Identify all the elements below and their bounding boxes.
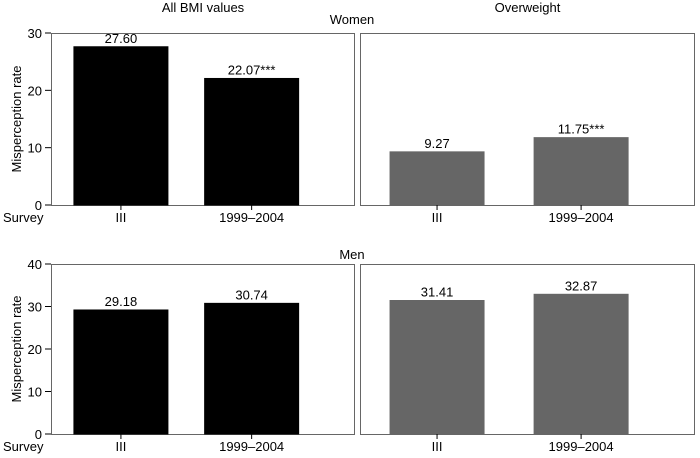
panel-frame-women-overweight [360, 33, 695, 206]
bar-women-all-bmi-0 [73, 46, 169, 206]
row-label-women: Women [330, 12, 375, 27]
bar-value-label-men-overweight-0: 31.41 [421, 285, 454, 300]
bar-men-overweight-1 [533, 293, 629, 435]
row-label-men: Men [339, 247, 364, 262]
y-tick-label-men: 40 [28, 257, 42, 272]
bar-men-all-bmi-0 [73, 309, 169, 435]
x-tick-label-women-all-bmi-1: 1999–2004 [219, 210, 284, 225]
x-tick-label-men-overweight-0: III [432, 439, 443, 454]
bar-value-label-men-overweight-1: 32.87 [565, 278, 598, 293]
column-title-all-bmi: All BMI values [162, 0, 245, 15]
bar-value-label-women-all-bmi-1: 22.07*** [228, 62, 276, 77]
x-tick-label-women-all-bmi-0: III [115, 210, 126, 225]
y-tick-label-women: 0 [35, 198, 42, 213]
bar-value-label-women-overweight-1: 11.75*** [558, 122, 605, 137]
bar-value-label-women-overweight-0: 9.27 [424, 136, 449, 151]
x-tick-label-women-overweight-0: III [432, 210, 443, 225]
y-axis-title-women: Misperception rate [9, 66, 24, 173]
x-axis-title-women: Survey [3, 210, 44, 225]
bar-value-label-women-all-bmi-0: 27.60 [105, 31, 138, 46]
x-tick-label-men-overweight-1: 1999–2004 [549, 439, 614, 454]
column-title-overweight: Overweight [495, 0, 561, 15]
y-tick-label-women: 20 [28, 83, 42, 98]
x-axis-title-men: Survey [3, 439, 44, 454]
bar-women-overweight-1 [533, 137, 629, 206]
x-tick-label-women-overweight-1: 1999–2004 [549, 210, 614, 225]
y-tick-label-men: 20 [28, 342, 42, 357]
bar-women-all-bmi-1 [204, 77, 300, 206]
bar-men-overweight-0 [389, 300, 485, 435]
bar-women-overweight-0 [389, 151, 485, 206]
y-tick-label-women: 30 [28, 26, 42, 41]
x-tick-label-men-all-bmi-1: 1999–2004 [219, 439, 284, 454]
y-axis-title-men: Misperception rate [9, 296, 24, 403]
y-tick-label-men: 10 [28, 385, 42, 400]
panel-frame-men-all-bmi [51, 264, 355, 435]
y-tick-label-men: 30 [28, 300, 42, 315]
bar-value-label-men-all-bmi-0: 29.18 [105, 294, 138, 309]
bar-men-all-bmi-1 [204, 302, 300, 435]
x-tick-label-men-all-bmi-0: III [115, 439, 126, 454]
y-tick-label-men: 0 [35, 427, 42, 442]
bar-value-label-men-all-bmi-1: 30.74 [235, 287, 268, 302]
panel-frame-men-overweight [360, 264, 695, 435]
y-tick-label-women: 10 [28, 141, 42, 156]
panel-frame-women-all-bmi [51, 33, 355, 206]
